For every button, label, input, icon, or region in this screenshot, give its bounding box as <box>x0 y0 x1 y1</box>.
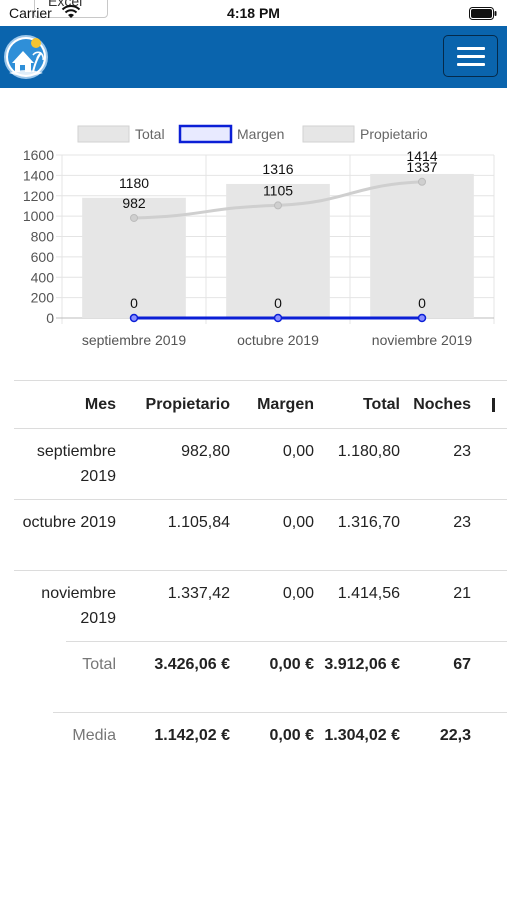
table-row: septiembre 2019 982,80 0,00 1.180,80 23 <box>14 428 507 500</box>
cell-total: 1.414,56 <box>337 585 400 602</box>
media-propietario: 1.142,02 € <box>154 726 230 744</box>
data-label-total: 1414 <box>406 148 437 164</box>
monthly-table: Mes Propietario Margen Total Noches sept… <box>14 380 507 784</box>
legend-total-swatch <box>77 125 130 143</box>
data-label-total: 1316 <box>262 161 293 177</box>
data-label-propietario: 1337 <box>406 159 437 175</box>
data-label-margen: 0 <box>418 295 426 311</box>
cell-margen: 0,00 <box>282 443 314 460</box>
legend-total-label: Total <box>135 126 165 142</box>
cell-total: 1.316,70 <box>337 514 400 531</box>
summary-divider <box>53 712 507 713</box>
x-tick-label: octubre 2019 <box>237 332 319 348</box>
y-tick-label: 400 <box>31 269 55 285</box>
point-propietario <box>130 213 138 222</box>
cell-mes: octubre 2019 <box>22 514 116 531</box>
table-header-row: Mes Propietario Margen Total Noches <box>14 380 507 429</box>
cell-mes: noviembre 2019 <box>41 585 116 627</box>
y-tick-label: 600 <box>31 249 55 265</box>
legend-propietario-label: Propietario <box>360 126 428 142</box>
cell-noches: 23 <box>453 443 471 460</box>
cell-total: 1.180,80 <box>337 443 400 460</box>
x-tick-label: noviembre 2019 <box>372 332 473 348</box>
total-noches: 67 <box>453 655 471 673</box>
point-propietario <box>418 177 426 186</box>
monthly-chart: 1600 1400 1200 1000 800 600 400 200 0 septiembre … <box>0 110 507 365</box>
cell-margen: 0,00 <box>282 585 314 602</box>
data-label-margen: 0 <box>130 295 138 311</box>
y-tick-label: 1600 <box>23 147 54 163</box>
cell-mes: septiembre 2019 <box>36 443 116 485</box>
total-row-label: Total <box>82 655 116 673</box>
point-margen <box>129 313 139 323</box>
col-header-total[interactable]: Total <box>362 396 400 413</box>
table-row: octubre 2019 1.105,84 0,00 1.316,70 23 <box>14 499 507 571</box>
data-label-total: 1180 <box>119 175 149 191</box>
bar-total <box>370 173 474 318</box>
total-total: 3.912,06 € <box>324 655 400 673</box>
legend-margen-label: Margen <box>237 126 284 142</box>
media-row: Media 1.142,02 € 0,00 € 1.304,02 € 22,3 <box>14 713 507 784</box>
top-navbar <box>0 26 507 88</box>
media-total: 1.304,02 € <box>324 726 400 744</box>
chart-svg: 1600 1400 1200 1000 800 600 400 200 0 septiembre … <box>23 124 495 348</box>
col-header-noches[interactable]: Noches <box>413 396 471 413</box>
media-margen: 0,00 € <box>269 726 314 744</box>
data-label-propietario: 1105 <box>263 182 293 198</box>
total-margen: 0,00 € <box>269 655 314 673</box>
media-noches: 22,3 <box>439 726 471 744</box>
col-header-propietario[interactable]: Propietario <box>145 396 230 413</box>
data-label-propietario: 982 <box>122 195 146 211</box>
table-row: noviembre 2019 1.337,42 0,00 1.414,56 21 <box>14 570 507 642</box>
y-tick-label: 1400 <box>23 167 54 183</box>
point-margen <box>417 313 427 323</box>
carrier-label: Carrier <box>9 5 52 21</box>
total-propietario: 3.426,06 € <box>154 655 230 673</box>
y-tick-label: 200 <box>31 290 55 306</box>
back-to-app-label[interactable]: Excel <box>48 0 83 9</box>
col-header-mes[interactable]: Mes <box>84 396 116 413</box>
cell-margen: 0,00 <box>282 514 314 531</box>
status-bar: Excel Carrier 4:18 PM <box>0 0 507 26</box>
cell-noches: 21 <box>453 585 471 602</box>
col-header-margen[interactable]: Margen <box>257 396 314 413</box>
cell-propietario: 982,80 <box>181 443 230 460</box>
cell-propietario: 1.337,42 <box>167 585 230 602</box>
monthly-table-container[interactable]: Mes Propietario Margen Total Noches sept… <box>0 380 507 800</box>
house-beach-logo-icon[interactable] <box>3 29 49 85</box>
media-row-label: Media <box>72 726 116 744</box>
point-margen <box>273 313 283 323</box>
total-row: Total 3.426,06 € 0,00 € 3.912,06 € 67 <box>14 642 507 713</box>
summary-divider <box>66 641 507 642</box>
legend-margen-swatch <box>178 124 233 144</box>
legend-propietario-swatch <box>302 125 355 143</box>
y-tick-label: 1000 <box>23 208 54 224</box>
menu-button[interactable] <box>443 35 498 77</box>
wifi-icon <box>61 5 81 18</box>
battery-icon <box>469 7 497 20</box>
x-tick-label: septiembre 2019 <box>82 332 187 348</box>
cell-noches: 23 <box>453 514 471 531</box>
col-header-extra[interactable] <box>486 381 507 429</box>
point-propietario <box>274 201 282 210</box>
cell-propietario: 1.105,84 <box>167 514 230 531</box>
data-label-margen: 0 <box>274 295 282 311</box>
y-tick-label: 1200 <box>23 188 54 204</box>
clock: 4:18 PM <box>227 5 280 21</box>
y-tick-label: 800 <box>31 229 55 245</box>
y-tick-label: 0 <box>46 310 54 326</box>
